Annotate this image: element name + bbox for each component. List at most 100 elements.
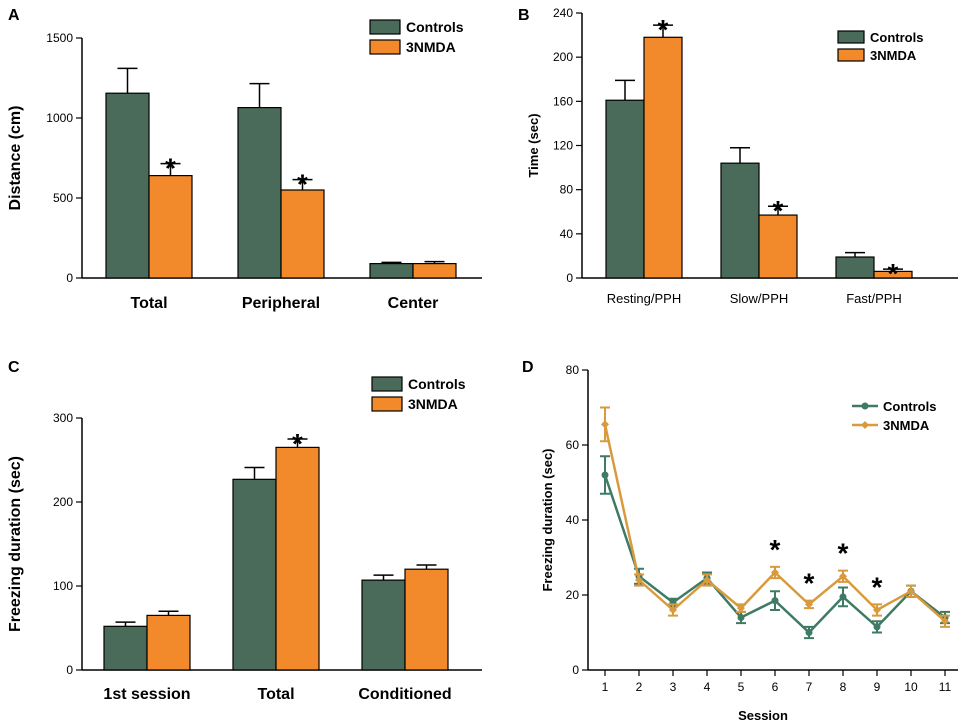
legend-label-controls: Controls xyxy=(408,376,466,392)
y-tick-label: 500 xyxy=(53,191,73,205)
category-label: Fast/PPH xyxy=(846,291,902,306)
panel-d: D 0 20 40 60 80 Freezing duration (sec) 1 2 3 4 5 6 7… xyxy=(522,359,958,723)
x-tick-label: 8 xyxy=(840,680,847,694)
y-tick-label: 0 xyxy=(66,271,73,285)
legend-label-3nmda: 3NMDA xyxy=(406,39,456,55)
legend-swatch-controls xyxy=(837,30,865,44)
significance-star: * xyxy=(872,571,883,602)
x-tick-label: 5 xyxy=(738,680,745,694)
data-point-controls xyxy=(839,593,847,601)
bar-controls xyxy=(605,99,645,279)
legend: Controls 3NMDA xyxy=(837,30,923,63)
panel-b: B 0 40 80 120 160 200 240 Time (sec) Resting/PPH S… xyxy=(518,6,958,306)
data-point-3nmda xyxy=(907,587,915,596)
x-tick-label: 9 xyxy=(874,680,881,694)
x-tick-label: 11 xyxy=(939,680,952,694)
y-axis-title: Distance (cm) xyxy=(7,106,24,211)
data-point-3nmda xyxy=(601,420,609,429)
significance-star: * xyxy=(658,14,669,45)
bar-3nmda xyxy=(643,36,683,279)
panel-letter: B xyxy=(518,7,530,24)
data-point-3nmda xyxy=(771,568,779,577)
y-tick-label: 200 xyxy=(553,50,573,64)
bar-3nmda xyxy=(412,263,457,279)
data-point-controls xyxy=(601,471,609,479)
data-point-3nmda xyxy=(703,576,711,584)
data-point-3nmda xyxy=(737,604,745,613)
x-axis-title: Session xyxy=(738,708,788,723)
category-label: Conditioned xyxy=(358,686,451,703)
significance-star: * xyxy=(165,153,176,184)
data-point-3nmda xyxy=(873,606,881,614)
bar-3nmda xyxy=(758,214,798,279)
data-point-controls xyxy=(873,623,881,631)
significance-star: * xyxy=(297,169,308,200)
y-tick-label: 0 xyxy=(566,271,573,285)
legend-label-3nmda: 3NMDA xyxy=(408,396,458,412)
category-label: Resting/PPH xyxy=(607,291,681,306)
y-tick-label: 80 xyxy=(566,363,580,377)
y-tick-label: 40 xyxy=(566,513,580,527)
data-point-3nmda xyxy=(941,617,949,626)
legend-label-controls: Controls xyxy=(870,30,923,45)
legend-label-3nmda: 3NMDA xyxy=(870,48,917,63)
category-label: Center xyxy=(388,295,439,312)
y-tick-label: 0 xyxy=(572,663,579,677)
x-tick-label: 7 xyxy=(806,680,813,694)
data-point-3nmda xyxy=(839,572,847,581)
bar-controls xyxy=(103,625,148,671)
legend-swatch-3nmda xyxy=(371,396,403,412)
y-tick-label: 60 xyxy=(566,438,580,452)
y-tick-label: 1500 xyxy=(46,31,73,45)
data-point-controls xyxy=(805,629,813,636)
legend-label-controls: Controls xyxy=(883,399,936,414)
bar-controls xyxy=(232,478,277,671)
y-tick-label: 40 xyxy=(560,227,574,241)
y-tick-label: 120 xyxy=(553,139,573,153)
panel-letter: D xyxy=(522,359,534,376)
y-axis-title: Freezing duration (sec) xyxy=(540,448,555,591)
y-tick-label: 0 xyxy=(66,663,73,677)
x-tick-label: 2 xyxy=(636,680,643,694)
legend-swatch-controls xyxy=(369,19,401,35)
significance-star: * xyxy=(838,538,849,569)
legend-swatch-controls xyxy=(371,376,403,392)
legend-marker-controls xyxy=(861,402,869,410)
panel-a: A 0 500 1000 1500 Distance (cm) Total Periphera… xyxy=(7,7,482,312)
significance-star: * xyxy=(804,568,815,599)
significance-star: * xyxy=(773,195,784,226)
bar-controls xyxy=(720,162,760,279)
bar-controls xyxy=(105,92,150,279)
bar-controls xyxy=(835,256,875,279)
category-label: Peripheral xyxy=(242,295,320,312)
legend-swatch-3nmda xyxy=(369,39,401,55)
panel-letter: A xyxy=(8,7,20,24)
bar-3nmda xyxy=(404,568,449,671)
legend-label-3nmda: 3NMDA xyxy=(883,418,930,433)
significance-star: * xyxy=(292,428,303,459)
x-tick-label: 1 xyxy=(602,680,609,694)
bar-controls xyxy=(237,106,282,279)
y-tick-label: 1000 xyxy=(46,111,73,125)
panel-c: C 0 100 200 300 Freezing duration (sec) 1st se… xyxy=(7,359,482,703)
y-tick-label: 80 xyxy=(560,183,574,197)
data-point-3nmda xyxy=(635,576,643,584)
y-tick-label: 160 xyxy=(553,94,573,108)
legend: Controls 3NMDA xyxy=(369,19,464,55)
x-tick-label: 3 xyxy=(670,680,677,694)
category-label: 1st session xyxy=(103,686,190,703)
y-tick-label: 300 xyxy=(53,411,73,425)
bar-controls xyxy=(361,579,406,671)
data-point-3nmda xyxy=(805,600,813,609)
bar-3nmda xyxy=(280,189,325,279)
data-point-controls xyxy=(771,597,779,605)
y-tick-label: 200 xyxy=(53,495,73,509)
legend-label-controls: Controls xyxy=(406,19,464,35)
significance-star: * xyxy=(888,258,899,289)
bar-3nmda xyxy=(275,446,320,671)
legend: Controls 3NMDA xyxy=(852,399,936,433)
bar-controls xyxy=(369,263,414,279)
y-tick-label: 100 xyxy=(53,579,73,593)
